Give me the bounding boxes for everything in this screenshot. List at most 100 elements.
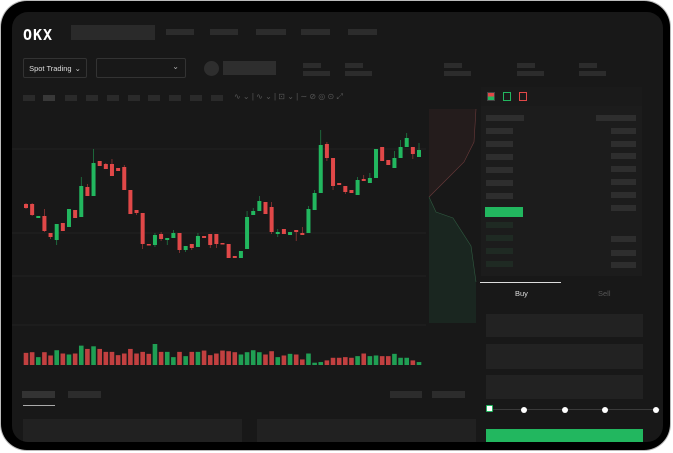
candle-body	[128, 190, 133, 214]
tab-order-history[interactable]	[68, 391, 101, 398]
stat-label	[303, 63, 321, 68]
ask-price[interactable]	[486, 154, 513, 160]
bid-amount	[611, 236, 636, 242]
interval-button[interactable]	[148, 95, 160, 101]
interval-button[interactable]	[107, 95, 119, 101]
volume-bar	[134, 353, 139, 365]
nav-item[interactable]	[301, 29, 330, 35]
buy-submit-button[interactable]	[486, 429, 643, 442]
candlestick-chart[interactable]	[12, 12, 482, 382]
bid-amount	[611, 262, 636, 268]
orders-panel	[23, 419, 242, 442]
volume-bar	[257, 352, 262, 365]
interval-button[interactable]	[128, 95, 140, 101]
candle-body	[238, 251, 243, 258]
amount-input[interactable]	[486, 344, 643, 369]
volume-bar	[23, 352, 29, 365]
bid-amount	[611, 250, 636, 256]
volume-bar	[404, 357, 410, 365]
pair-dropdown[interactable]: ⌄	[96, 58, 186, 78]
spot-trading-button[interactable]: Spot Trading ⌄	[23, 58, 87, 78]
volume-bar	[392, 353, 397, 365]
candle-body	[24, 204, 28, 208]
volume-bar	[171, 357, 176, 365]
candle-body	[42, 216, 47, 231]
bid-price[interactable]	[486, 248, 513, 254]
volume-bar	[226, 351, 231, 365]
volume-bar	[263, 354, 268, 365]
candle-body	[97, 161, 102, 166]
price-input[interactable]	[486, 314, 643, 337]
candle-body	[109, 164, 114, 176]
bid-price[interactable]	[486, 261, 513, 267]
nav-item[interactable]	[210, 29, 238, 35]
bid-price[interactable]	[486, 235, 513, 241]
tab-buy[interactable]: Buy	[515, 289, 528, 298]
slider-step[interactable]	[602, 407, 608, 413]
nav-item[interactable]	[256, 29, 286, 35]
volume-bar	[269, 351, 274, 365]
candle-body	[60, 223, 65, 231]
tab-sell[interactable]: Sell	[598, 289, 611, 298]
volume-bar	[54, 350, 60, 365]
candle-body	[152, 235, 157, 245]
nav-item[interactable]	[166, 29, 194, 35]
volume-bar	[410, 360, 416, 365]
slider-track[interactable]	[490, 409, 660, 410]
ask-price[interactable]	[486, 128, 513, 134]
slider-step[interactable]	[562, 407, 568, 413]
interval-button[interactable]	[65, 95, 77, 101]
bid-price[interactable]	[486, 222, 513, 228]
volume-bar	[306, 353, 311, 365]
stat-value	[345, 71, 372, 76]
ask-price[interactable]	[486, 180, 513, 186]
ask-price[interactable]	[486, 167, 513, 173]
candle-body	[386, 160, 391, 165]
interval-button[interactable]	[23, 95, 35, 101]
ask-amount	[611, 192, 636, 198]
okx-logo[interactable]: OKX	[23, 26, 54, 44]
order-book-rows	[481, 87, 642, 276]
order-book-header	[481, 87, 642, 106]
ask-price[interactable]	[486, 141, 513, 147]
volume-bar	[220, 350, 225, 365]
ask-amount	[611, 128, 636, 134]
book-asks-icon[interactable]	[519, 92, 527, 101]
interval-button[interactable]	[169, 95, 181, 101]
candle-body	[36, 216, 41, 218]
interval-button[interactable]	[43, 95, 55, 101]
search-bar[interactable]	[71, 25, 155, 40]
interval-button[interactable]	[86, 95, 98, 101]
indicator-icon[interactable]: ∿ ⌄ | ∿ ⌄ | ⊡ ⌄ | ∼ ⊘ ◎ ⊙ ⤢	[234, 92, 343, 101]
filter-button[interactable]	[390, 391, 422, 398]
candle-body	[159, 234, 164, 239]
candle-body	[417, 150, 421, 157]
filter-button[interactable]	[432, 391, 465, 398]
candle-body	[275, 232, 280, 234]
book-both-icon[interactable]	[487, 92, 495, 101]
interval-button[interactable]	[190, 95, 202, 101]
stat-label	[444, 63, 462, 68]
volume-bar	[91, 346, 96, 365]
candle-body	[232, 256, 237, 258]
volume-bar	[152, 344, 158, 365]
slider-step[interactable]	[653, 407, 659, 413]
interval-button[interactable]	[211, 95, 223, 101]
candle-body	[171, 233, 176, 238]
ask-amount	[611, 179, 636, 185]
candle-body	[343, 186, 348, 192]
volume-bar	[238, 354, 244, 365]
tab-open-orders[interactable]	[22, 391, 55, 398]
book-bids-icon[interactable]	[503, 92, 511, 101]
volume-bar	[146, 353, 152, 365]
volume-bar	[275, 357, 281, 365]
nav-item[interactable]	[348, 29, 377, 35]
slider-step[interactable]	[521, 407, 527, 413]
candle-body	[48, 233, 53, 237]
ask-price[interactable]	[486, 193, 513, 199]
volume-bar	[195, 351, 201, 365]
total-input[interactable]	[486, 375, 643, 399]
candle-body	[85, 187, 90, 196]
slider-handle[interactable]	[486, 405, 493, 412]
